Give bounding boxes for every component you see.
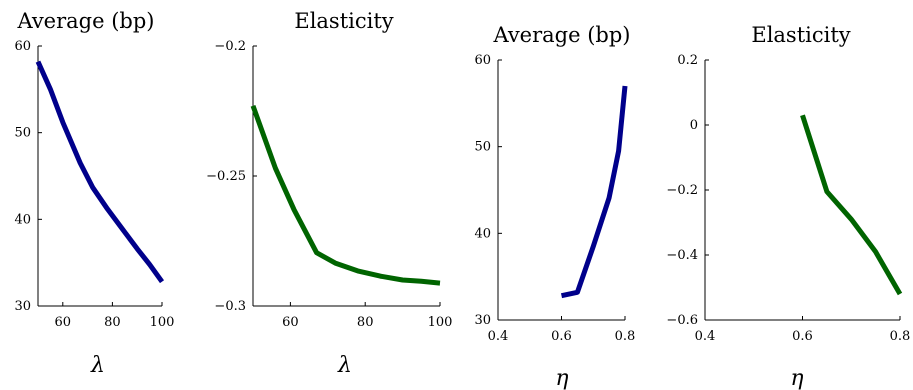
y-tick-label: −0.2 <box>666 183 698 198</box>
panel-title: Elasticity <box>294 9 393 33</box>
x-tick-label: 100 <box>428 315 453 330</box>
x-tick-label: 0.6 <box>792 329 813 344</box>
x-axis-label: λ <box>337 353 352 378</box>
series-line <box>35 60 165 284</box>
series-line <box>800 114 903 296</box>
series-line <box>560 85 628 299</box>
x-tick-label: 0.8 <box>890 329 911 344</box>
panel-title: Average (bp) <box>493 23 631 47</box>
y-tick-label: 0 <box>690 118 698 133</box>
y-tick-label: 50 <box>474 140 491 155</box>
x-tick-label: 60 <box>282 315 299 330</box>
x-tick-label: 60 <box>55 315 72 330</box>
chart-panel-2: Elasticity −0.3 −0.25 −0.2 60 80 100 λ <box>206 9 452 378</box>
y-tick-label: 0.2 <box>677 53 698 68</box>
series-line <box>250 104 441 286</box>
y-tick-label: −0.3 <box>214 299 246 314</box>
panel-title: Average (bp) <box>17 9 155 33</box>
y-tick-label: 60 <box>14 39 31 54</box>
x-axis-label: η <box>555 366 568 390</box>
x-tick-label: 100 <box>150 315 175 330</box>
x-axis-label: λ <box>90 353 105 378</box>
y-tick-label: 40 <box>14 212 31 227</box>
y-tick-label: 60 <box>474 53 491 68</box>
x-tick-label: 80 <box>104 315 121 330</box>
chart-panel-4: Elasticity −0.6 −0.4 −0.2 0 0.2 0.4 0.6 0.8 η <box>666 23 910 390</box>
y-tick-label: 30 <box>474 313 491 328</box>
x-tick-label: 0.6 <box>551 329 572 344</box>
y-tick-label: 30 <box>14 299 31 314</box>
panel-title: Elasticity <box>751 23 850 47</box>
x-axis-label: η <box>790 366 803 390</box>
y-tick-label: −0.25 <box>206 169 246 184</box>
x-tick-label: 0.8 <box>615 329 636 344</box>
y-tick-label: −0.2 <box>214 39 246 54</box>
y-tick-label: −0.6 <box>666 313 698 328</box>
y-tick-label: 50 <box>14 126 31 141</box>
x-tick-label: 80 <box>357 315 374 330</box>
y-tick-label: −0.4 <box>666 248 698 263</box>
x-tick-label: 0.4 <box>695 329 716 344</box>
x-tick-label: 0.4 <box>488 329 509 344</box>
chart-panel-1: Average (bp) 30 40 50 60 60 80 100 λ <box>14 9 174 378</box>
chart-panel-3: Average (bp) 30 40 50 60 0.4 0.6 0.8 η <box>474 23 635 390</box>
y-tick-label: 40 <box>474 226 491 241</box>
